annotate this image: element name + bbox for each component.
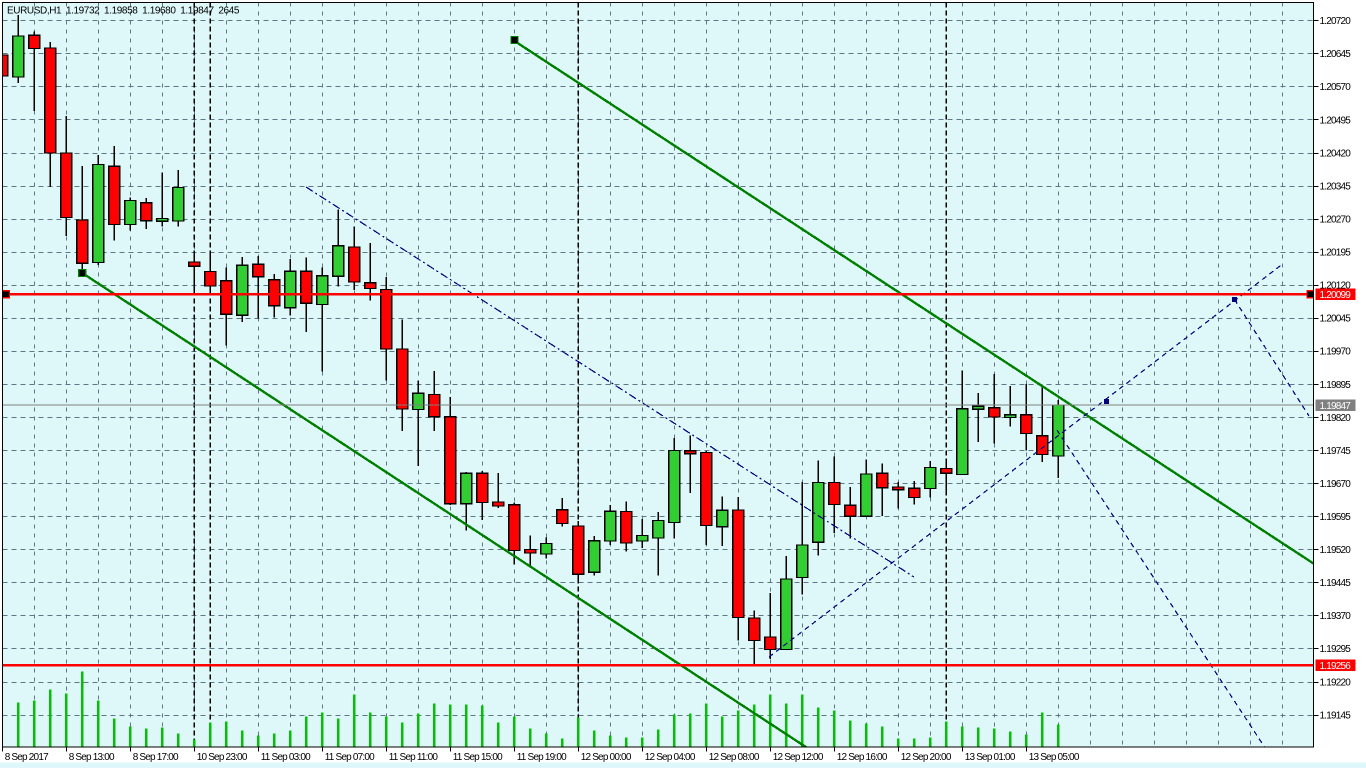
svg-text:11 Sep 19:00: 11 Sep 19:00: [517, 752, 567, 763]
svg-text:1.19895: 1.19895: [1320, 380, 1352, 391]
svg-text:8 Sep 2017: 8 Sep 2017: [5, 752, 49, 763]
svg-text:1.20420: 1.20420: [1320, 148, 1352, 159]
svg-text:1.19847: 1.19847: [1320, 401, 1352, 412]
svg-text:8 Sep 13:00: 8 Sep 13:00: [69, 752, 115, 763]
svg-text:1.20720: 1.20720: [1320, 16, 1352, 27]
svg-text:12 Sep 16:00: 12 Sep 16:00: [837, 752, 888, 763]
svg-text:1.19145: 1.19145: [1320, 710, 1352, 721]
svg-text:1.19820: 1.19820: [1320, 413, 1352, 424]
svg-text:1.20099: 1.20099: [1320, 290, 1352, 301]
svg-text:11 Sep 15:00: 11 Sep 15:00: [453, 752, 503, 763]
svg-text:12 Sep 00:00: 12 Sep 00:00: [581, 752, 632, 763]
svg-text:1.19670: 1.19670: [1320, 479, 1352, 490]
svg-text:1.20495: 1.20495: [1320, 115, 1352, 126]
svg-text:1.19520: 1.19520: [1320, 545, 1352, 556]
svg-text:12 Sep 08:00: 12 Sep 08:00: [709, 752, 760, 763]
svg-text:8 Sep 17:00: 8 Sep 17:00: [133, 752, 179, 763]
svg-text:11 Sep 07:00: 11 Sep 07:00: [325, 752, 375, 763]
svg-text:1.20570: 1.20570: [1320, 82, 1352, 93]
svg-text:1.20045: 1.20045: [1320, 314, 1352, 325]
svg-text:1.19256: 1.19256: [1320, 661, 1352, 672]
svg-text:1.19370: 1.19370: [1320, 611, 1352, 622]
svg-text:11 Sep 03:00: 11 Sep 03:00: [261, 752, 311, 763]
svg-text:1.20645: 1.20645: [1320, 49, 1352, 60]
svg-text:1.19970: 1.19970: [1320, 347, 1352, 358]
svg-text:11 Sep 11:00: 11 Sep 11:00: [389, 752, 439, 763]
svg-text:1.19745: 1.19745: [1320, 446, 1352, 457]
svg-text:13 Sep 05:00: 13 Sep 05:00: [1029, 752, 1080, 763]
svg-text:12 Sep 04:00: 12 Sep 04:00: [645, 752, 696, 763]
svg-text:1.19595: 1.19595: [1320, 512, 1352, 523]
svg-text:12 Sep 20:00: 12 Sep 20:00: [901, 752, 952, 763]
svg-text:1.19295: 1.19295: [1320, 644, 1352, 655]
svg-text:1.19445: 1.19445: [1320, 578, 1352, 589]
svg-text:EURUSD,H1 1.19732 1.19858 1: EURUSD,H1 1.19732 1.19858 1.19680 1.1984…: [7, 6, 240, 17]
svg-text:10 Sep 23:00: 10 Sep 23:00: [197, 752, 248, 763]
svg-text:13 Sep 01:00: 13 Sep 01:00: [965, 752, 1016, 763]
svg-text:1.20270: 1.20270: [1320, 214, 1352, 225]
svg-text:1.20345: 1.20345: [1320, 181, 1352, 192]
svg-text:12 Sep 12:00: 12 Sep 12:00: [773, 752, 824, 763]
svg-text:1.19220: 1.19220: [1320, 677, 1352, 688]
svg-text:1.20195: 1.20195: [1320, 248, 1352, 259]
svg-text:1.20120: 1.20120: [1320, 281, 1352, 292]
